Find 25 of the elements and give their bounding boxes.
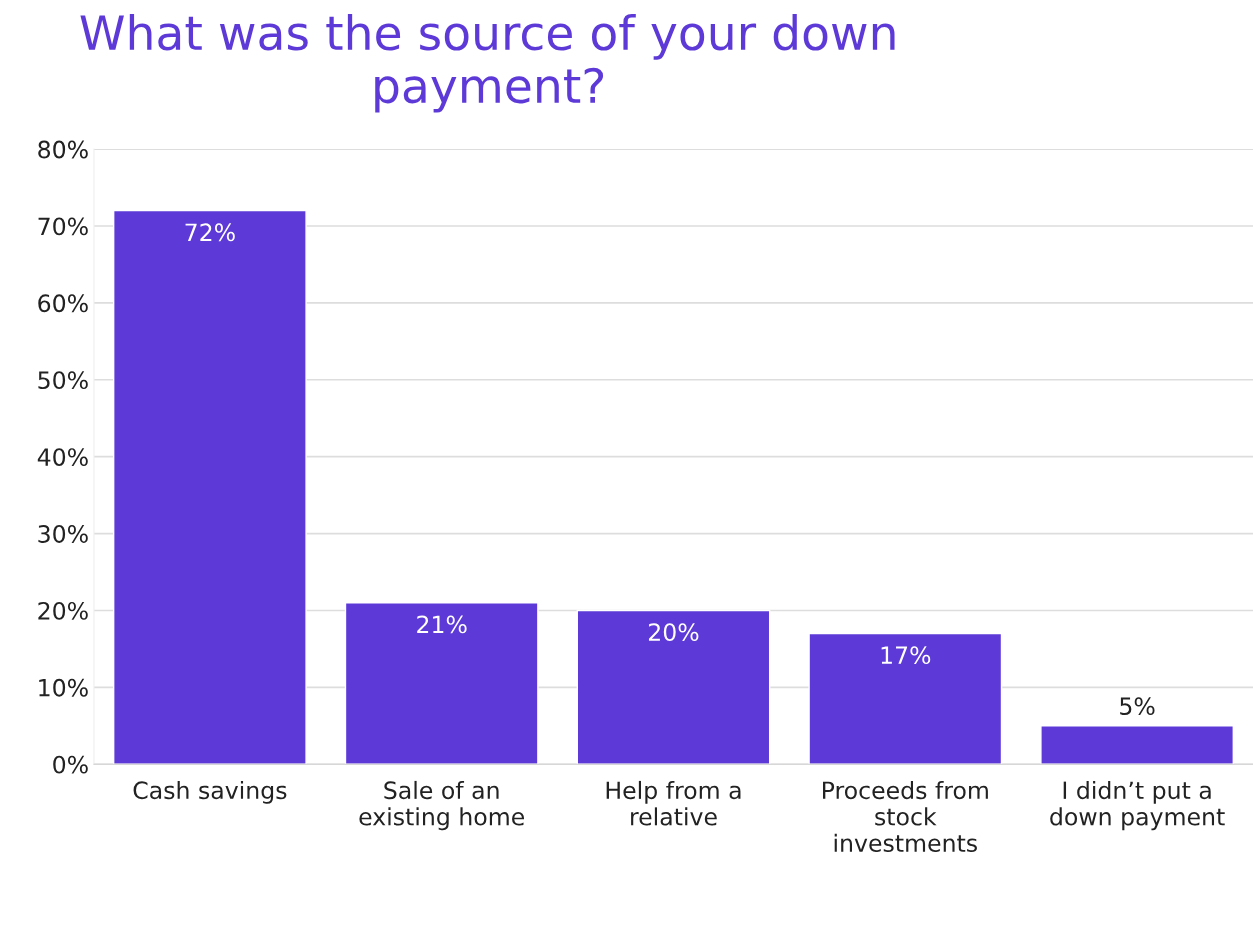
x-tick-label: I didn’t put a down payment xyxy=(1050,780,1225,831)
data-label: 17% xyxy=(881,646,931,665)
y-tick-label: 50% xyxy=(38,371,88,390)
bar xyxy=(1040,725,1234,765)
bar xyxy=(112,209,307,765)
x-tick-label: Cash savings xyxy=(133,780,287,804)
y-tick-label: 80% xyxy=(38,140,88,159)
data-label: 5% xyxy=(1120,697,1155,716)
x-tick-label: Help from a relative xyxy=(606,780,741,826)
y-tick-label: 30% xyxy=(38,525,88,543)
bar xyxy=(344,602,539,765)
x-tick-label: Proceeds from stock investments xyxy=(823,780,988,853)
y-tick-label: 70% xyxy=(38,217,88,236)
data-label: 21% xyxy=(417,615,467,634)
y-tick-label: 20% xyxy=(38,601,88,620)
y-tick-label: 0% xyxy=(53,755,88,774)
y-tick-label: 40% xyxy=(37,448,88,466)
data-label: 72% xyxy=(185,223,235,242)
bar xyxy=(808,632,1003,765)
y-tick-label: 10% xyxy=(39,678,88,697)
data-label: 20% xyxy=(648,623,699,642)
y-tick-label: 60% xyxy=(38,294,88,313)
chart-title: What was the source of your down payment? xyxy=(80,13,895,113)
bar xyxy=(576,609,771,765)
x-tick-label: Sale of an existing home xyxy=(359,780,525,831)
